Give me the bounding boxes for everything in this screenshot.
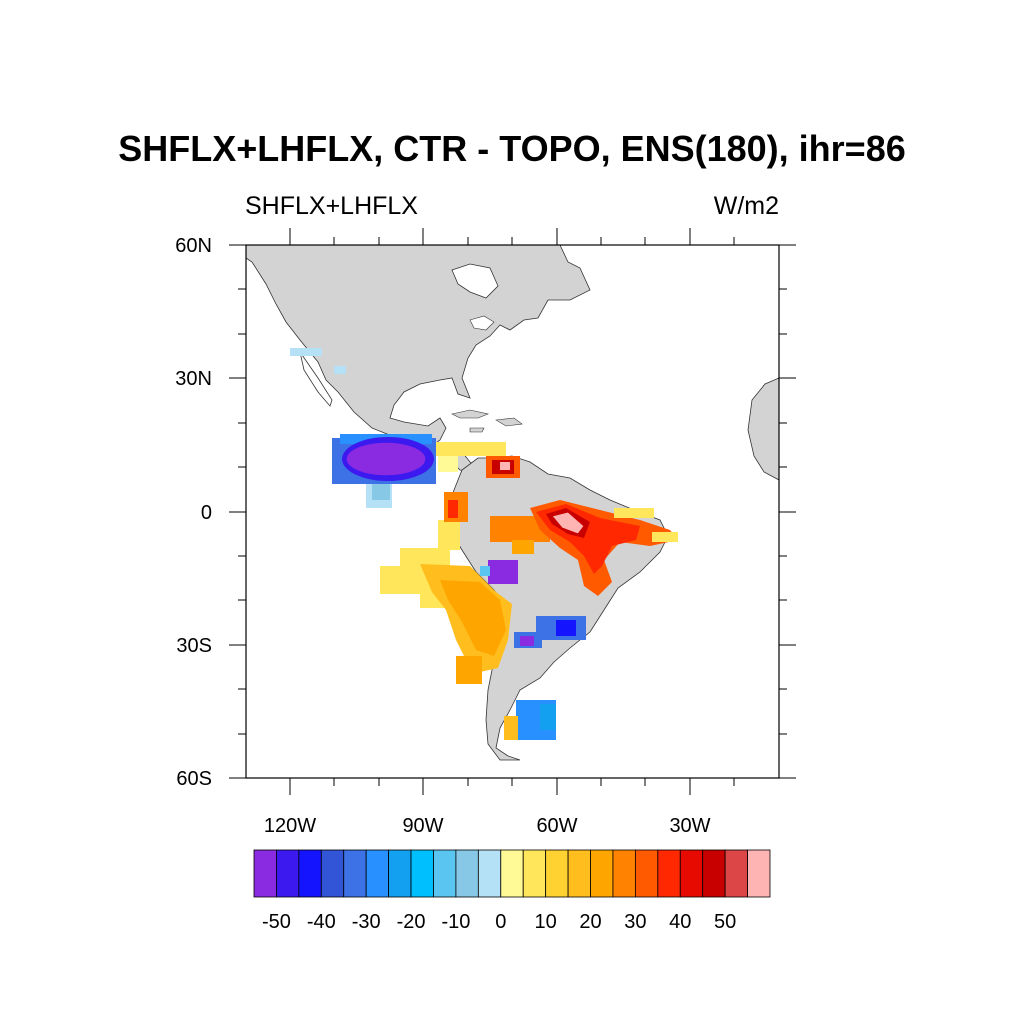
colorbar-label: 50	[714, 911, 736, 933]
colorbar-swatch	[320, 849, 345, 898]
lat-label: 60N	[175, 235, 212, 257]
colorbar-swatch	[298, 849, 322, 898]
negative-anomaly-pacific	[290, 348, 436, 508]
colorbar-swatch	[522, 849, 547, 898]
colorbar-swatch	[724, 849, 748, 898]
lat-label: 30N	[175, 368, 212, 390]
colorbar-label: -10	[441, 911, 470, 933]
colorbar-label: 30	[624, 911, 646, 933]
colorbar-swatch	[590, 849, 614, 898]
colorbar-swatch	[343, 849, 367, 898]
axis-ticks	[229, 228, 796, 795]
colorbar-swatch	[679, 849, 704, 898]
colorbar-swatch	[657, 849, 681, 898]
colorbar-swatch	[388, 849, 412, 898]
positive-anomaly-caribbean	[436, 442, 520, 478]
colorbar-label: 0	[495, 911, 506, 933]
colorbar-label: -50	[262, 911, 291, 933]
colorbar-labels: -50 -40 -30 -20 -10 0 10 20 30 40 50	[262, 911, 736, 933]
positive-anomaly-southeast-pacific	[380, 492, 512, 684]
north-america-landmass	[246, 245, 591, 473]
colorbar-swatch	[545, 849, 569, 898]
colorbar-swatch	[433, 849, 457, 898]
map-area	[246, 245, 779, 778]
units-label: W/m2	[713, 192, 779, 220]
lon-label: 120W	[264, 815, 316, 837]
colorbar-label: 20	[579, 911, 601, 933]
lat-label: 0	[201, 502, 212, 524]
colorbar-swatch	[410, 849, 434, 898]
longitude-labels: 120W 90W 60W 30W	[264, 815, 711, 837]
lon-label: 90W	[402, 815, 443, 837]
colorbar-label: -40	[307, 911, 336, 933]
lat-label: 60S	[176, 768, 212, 790]
colorbar-swatch	[455, 849, 479, 898]
latitude-labels: 60N 30N 0 30S 60S	[175, 235, 212, 790]
colorbar-swatch	[567, 849, 591, 898]
colorbar-swatch	[477, 849, 502, 898]
colorbar-swatch	[500, 849, 524, 898]
negative-anomaly-south-america	[480, 560, 586, 740]
colorbar-swatch	[253, 849, 277, 898]
colorbar-label: -30	[352, 911, 381, 933]
colorbar-swatch	[747, 849, 771, 898]
plot-title: SHFLX+LHFLX, CTR - TOPO, ENS(180), ihr=8…	[118, 128, 906, 169]
colorbar-label: 10	[535, 911, 557, 933]
colorbar-swatch	[612, 849, 636, 898]
colorbar	[253, 849, 771, 898]
variable-label: SHFLX+LHFLX	[245, 192, 418, 220]
colorbar-label: -20	[397, 911, 426, 933]
colorbar-swatch	[276, 849, 300, 898]
colorbar-swatch	[634, 849, 659, 898]
lon-label: 60W	[536, 815, 577, 837]
colorbar-label: 40	[669, 911, 691, 933]
lon-label: 30W	[669, 815, 710, 837]
colorbar-swatch	[365, 849, 390, 898]
positive-anomaly-amazon	[490, 500, 678, 596]
lat-label: 30S	[176, 635, 212, 657]
colorbar-swatch	[702, 849, 726, 898]
